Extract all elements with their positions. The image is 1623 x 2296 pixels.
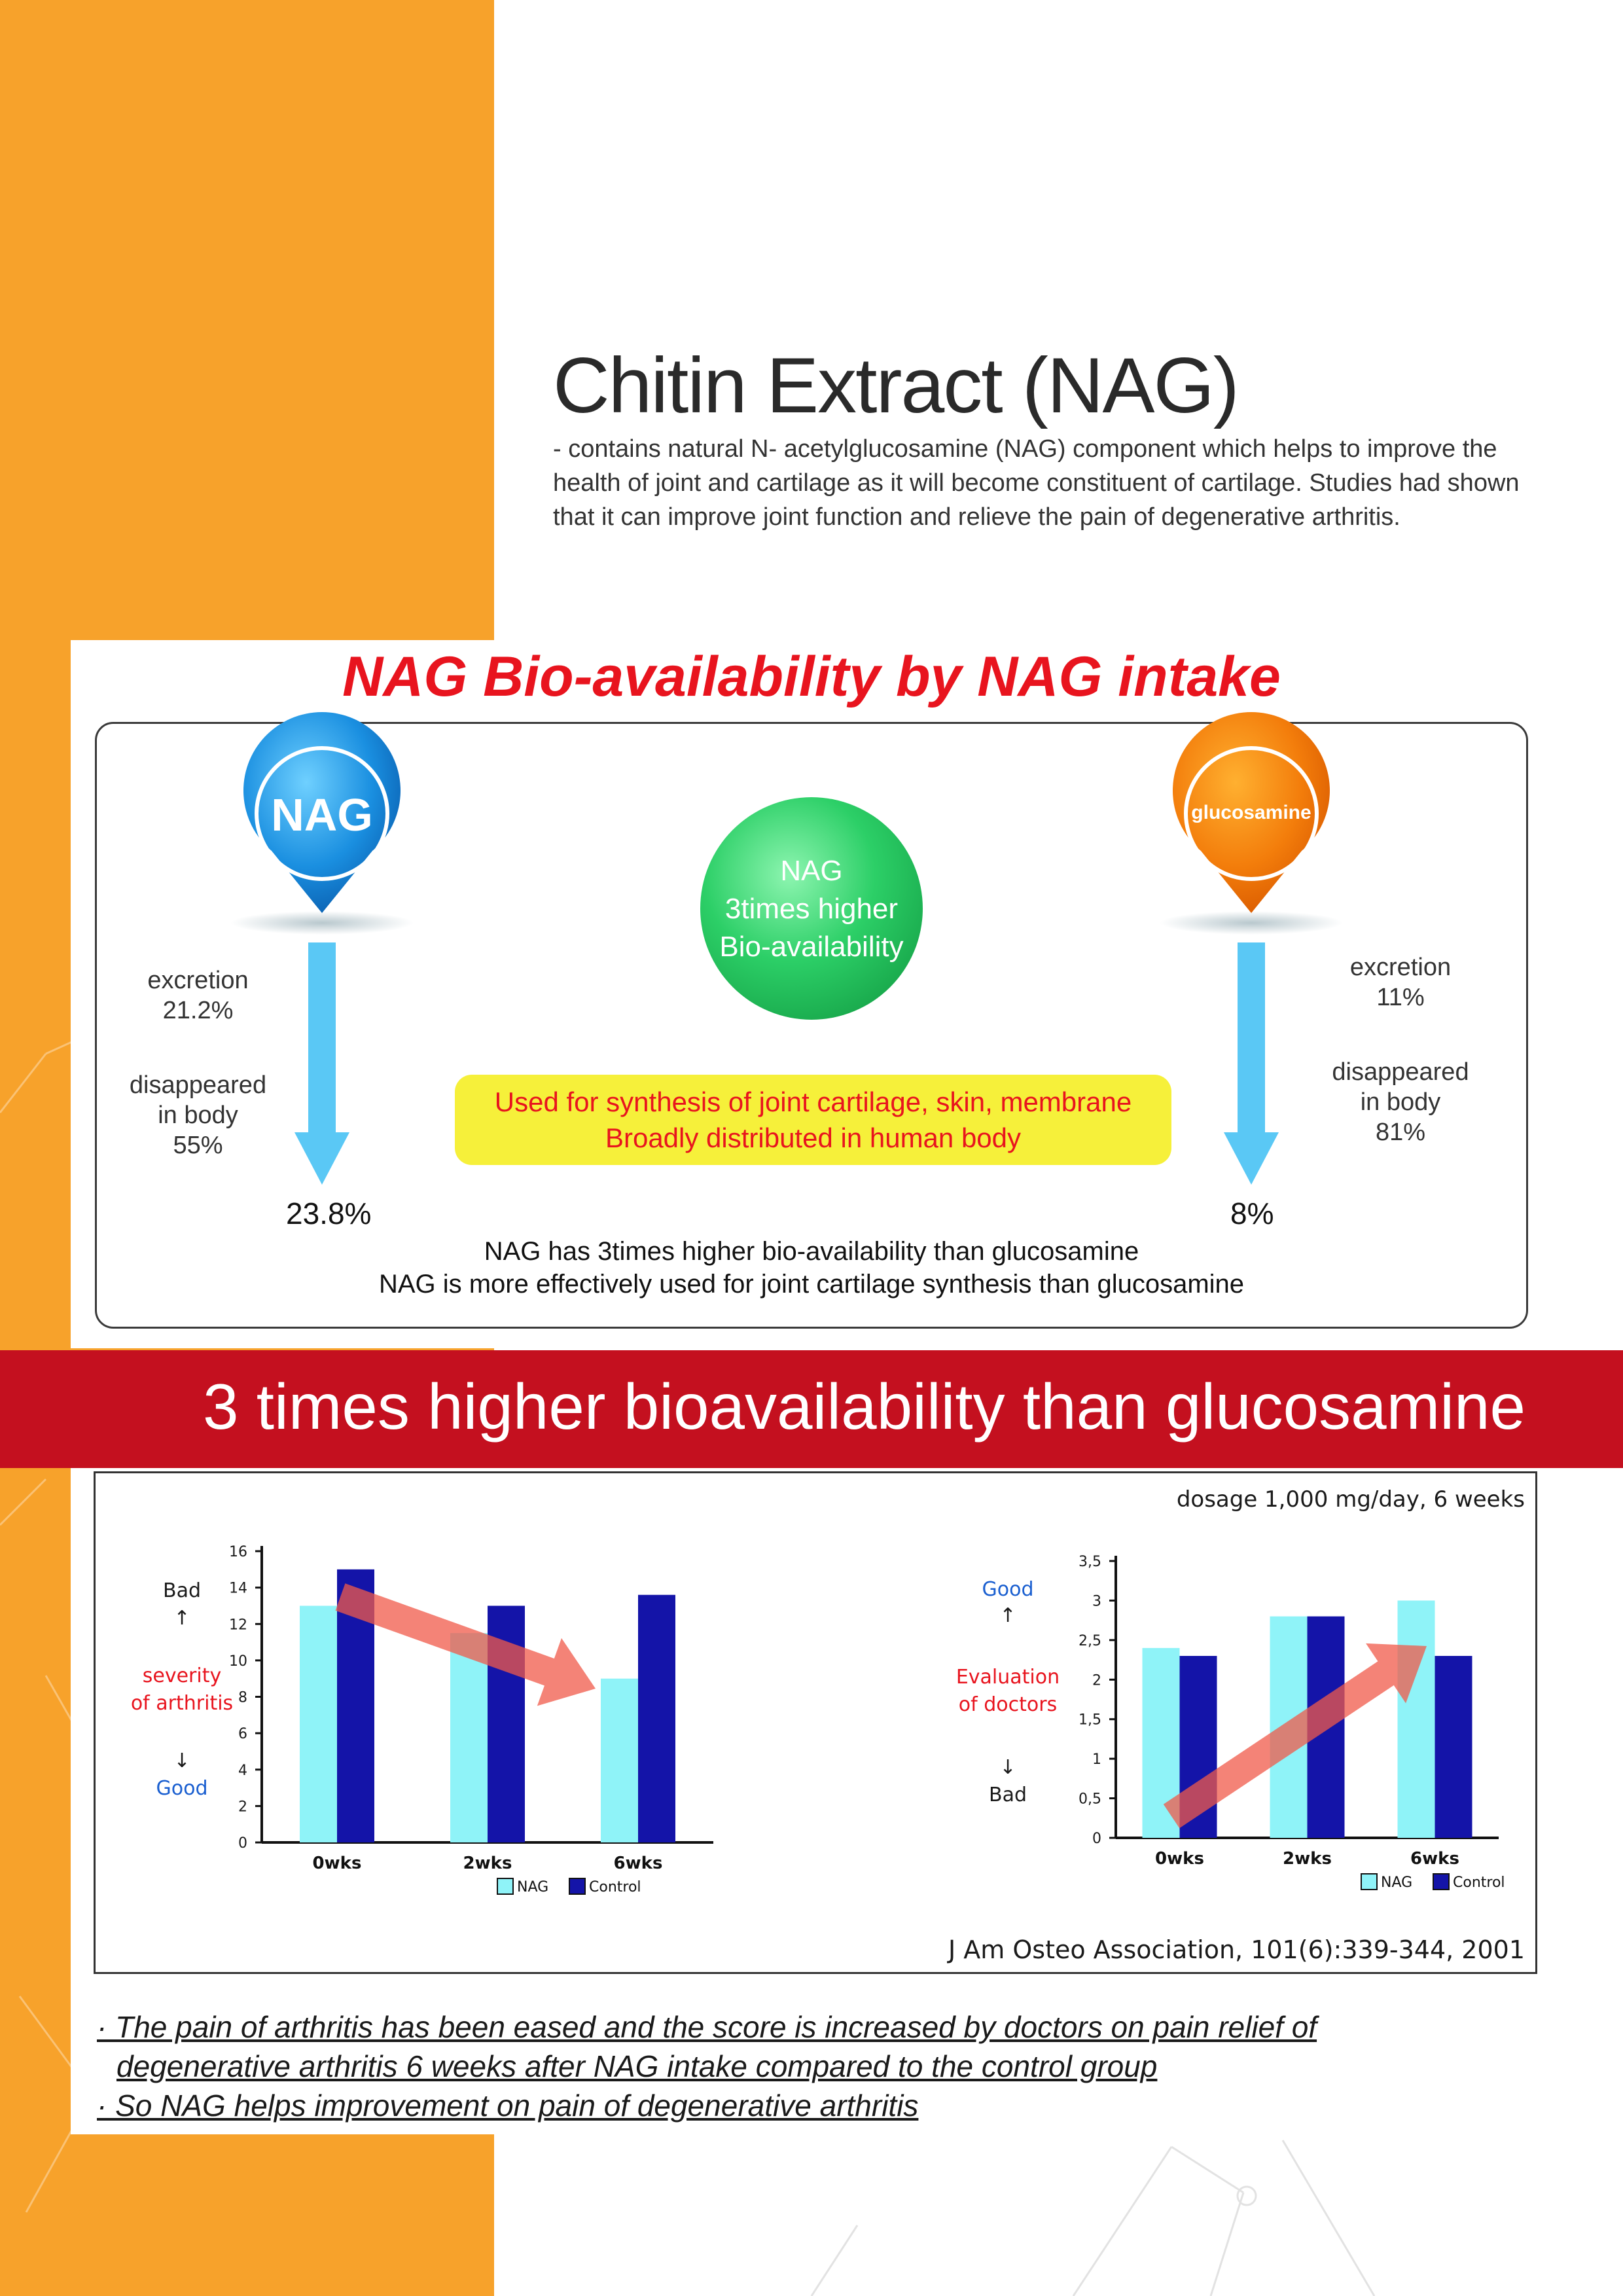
nag-excretion-text: excretion 21.2% [147,967,249,1024]
yellow-highlight-box: Used for synthesis of joint cartilage, s… [455,1075,1171,1165]
summary-line-2: NAG is more effectively used for joint c… [378,1270,1245,1299]
green-circle-text: NAG 3times higher Bio-availability [719,855,904,963]
nag-pin-label: NAG [271,789,373,840]
bioavailability-title: NAG Bio-availability by NAG intake [342,645,1281,708]
glucosamine-pin-label: glucosamine [1191,802,1311,823]
summary-line-1: NAG has 3times higher bio-availability t… [484,1237,1139,1266]
note-line-2: degenerative arthritis 6 weeks after NAG… [116,2049,1158,2083]
note-line-3: · So NAG helps improvement on pain of de… [97,2089,919,2123]
intro-paragraph: - contains natural N- acetylglucosamine … [553,435,1520,531]
study-box [94,1471,1537,1974]
red-banner [0,1350,1623,1468]
nag-result-percent: 23.8% [286,1196,372,1230]
glucosamine-excretion-text: excretion 11% [1349,954,1452,1011]
page-title: Chitin Extract (NAG) [553,342,1240,429]
red-banner-text: 3 times higher bioavailability than gluc… [203,1371,1526,1443]
nag-disappeared-text: disappeared in body 55% [129,1071,267,1159]
note-line-1: · The pain of arthritis has been eased a… [97,2010,1317,2044]
glucosamine-disappeared-text: disappeared in body 81% [1332,1058,1469,1146]
glucosamine-result-percent: 8% [1230,1196,1274,1230]
